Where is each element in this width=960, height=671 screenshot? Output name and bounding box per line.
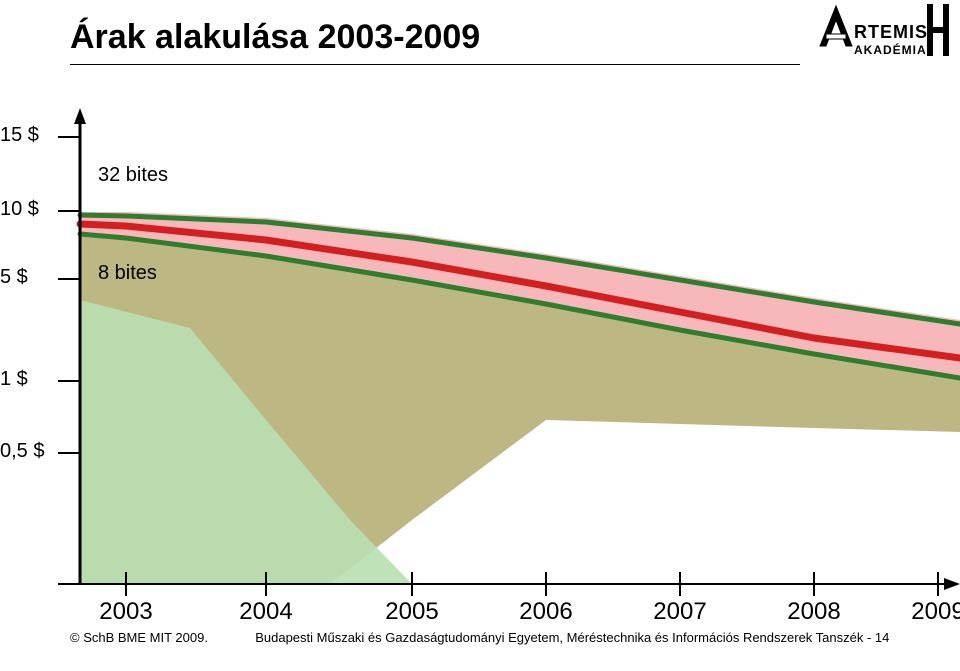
slide-title: Árak alakulása 2003-2009 xyxy=(70,18,480,57)
x-label: 2003 xyxy=(99,598,152,626)
slide-page: Árak alakulása 2003-2009 RTEMIS AKADÉMIA… xyxy=(0,0,960,671)
x-label: 2009 xyxy=(911,598,960,626)
y-label: 5 $ xyxy=(0,266,60,289)
y-tick xyxy=(58,210,80,212)
logo-top-text: RTEMIS xyxy=(854,22,928,42)
band-32-bites xyxy=(80,212,960,376)
band-label: 8 bites xyxy=(98,262,157,285)
x-tick xyxy=(679,572,681,596)
x-tick xyxy=(411,572,413,596)
y-tick xyxy=(58,380,80,382)
x-tick xyxy=(265,572,267,596)
x-label: 2006 xyxy=(519,598,572,626)
chart-bands xyxy=(80,212,960,584)
footer-left: © SchB BME MIT 2009. xyxy=(70,630,208,645)
y-axis xyxy=(74,108,86,584)
x-label: 2005 xyxy=(385,598,438,626)
band-label: 32 bites xyxy=(98,164,168,187)
line-main-red xyxy=(80,224,960,358)
x-tick xyxy=(937,572,939,596)
x-axis xyxy=(58,578,960,590)
band-green-lower xyxy=(80,300,960,584)
x-label: 2007 xyxy=(653,598,706,626)
chart-lines xyxy=(80,215,960,378)
band-8-bites xyxy=(80,232,960,584)
artemis-logo: RTEMIS AKADÉMIA xyxy=(812,2,952,66)
line-32bit-top xyxy=(80,215,960,324)
y-tick xyxy=(58,136,80,138)
footer: © SchB BME MIT 2009. Budapesti Műszaki é… xyxy=(70,630,950,645)
artemis-logo-svg: RTEMIS AKADÉMIA xyxy=(812,2,952,66)
y-label: 1 $ xyxy=(0,368,60,391)
y-label: 10 $ xyxy=(0,198,60,221)
footer-right: Budapesti Műszaki és Gazdaságtudományi E… xyxy=(255,630,889,645)
y-tick xyxy=(58,452,80,454)
line-below-red xyxy=(80,234,960,378)
price-chart xyxy=(0,0,960,671)
x-tick xyxy=(125,572,127,596)
x-tick xyxy=(813,572,815,596)
y-label: 0,5 $ xyxy=(0,440,60,463)
x-tick xyxy=(545,572,547,596)
x-label: 2008 xyxy=(787,598,840,626)
title-underline xyxy=(70,64,800,65)
y-tick xyxy=(58,278,80,280)
logo-bottom-text: AKADÉMIA xyxy=(854,42,927,57)
x-label: 2004 xyxy=(239,598,292,626)
y-label: 15 $ xyxy=(0,124,60,147)
